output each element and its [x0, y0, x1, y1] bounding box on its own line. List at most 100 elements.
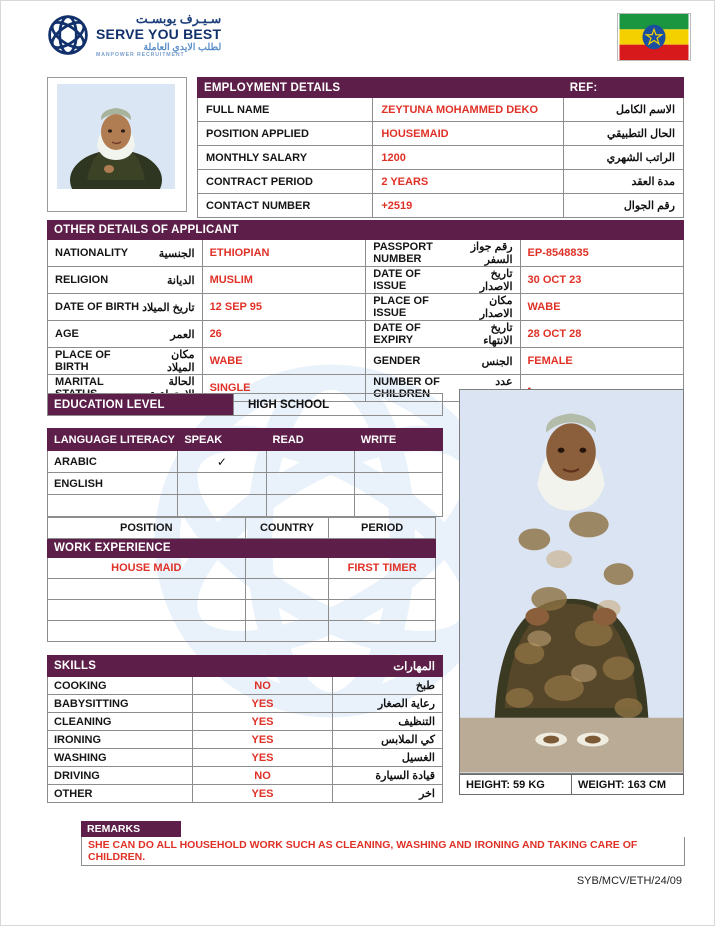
education-level-section: EDUCATION LEVEL HIGH SCHOOL [47, 393, 443, 416]
skill-name: DRIVING [47, 766, 193, 785]
language-write-checkbox[interactable] [353, 450, 444, 473]
company-name-arabic: سـيـرف يوبسـت [135, 12, 222, 26]
company-logo: سـيـرف يوبسـت SERVE YOU BEST لطلب الايدي… [45, 11, 221, 58]
other-value-right: 30 OCT 23 [519, 266, 685, 294]
other-label-right: GENDER [373, 355, 421, 367]
language-speak-checkbox[interactable]: ✓ [177, 450, 267, 473]
skill-name: WASHING [47, 748, 193, 767]
language-write-checkbox[interactable] [353, 494, 444, 517]
other-label-right: DATE OF ISSUE [373, 268, 421, 292]
table-row: BABYSITTING YES رعاية الصغار [47, 694, 443, 713]
table-row: COOKING NO طبخ [47, 676, 443, 695]
skill-value: YES [192, 712, 333, 731]
employment-details-section: EMPLOYMENT DETAILS REF: FULL NAME ZEYTUNA… [196, 77, 685, 218]
remarks-section: REMARKS SHE CAN DO ALL HOUSEHOLD WORK SU… [81, 821, 685, 866]
work-country [244, 620, 330, 642]
other-value-right: 28 OCT 28 [519, 320, 685, 348]
skill-value: YES [192, 694, 333, 713]
language-read-checkbox[interactable] [265, 472, 355, 495]
language-header-write: WRITE [353, 428, 444, 451]
table-row: DATE OF BIRTH تاريخ الميلاد 12 SEP 95 PLACE… [47, 293, 685, 321]
work-position [47, 578, 246, 600]
skill-name: IRONING [47, 730, 193, 749]
employment-label: MONTHLY SALARY [196, 145, 374, 170]
work-experience-title: WORK EXPERIENCE [47, 538, 246, 558]
skills-rows: COOKING NO طبخ BABYSITTING YES رعاية الصغار CL… [47, 676, 443, 803]
table-row: PLACE OF BIRTH مكان الميلاد WABE GENDER الجن… [47, 347, 685, 375]
other-key-left: PLACE OF BIRTH مكان الميلاد [47, 347, 203, 375]
height-value: HEIGHT: 59 KG [459, 774, 572, 795]
employment-title: EMPLOYMENT DETAILS [197, 77, 564, 98]
table-row [47, 599, 436, 621]
other-label-left-arabic: الجنسية [158, 247, 195, 260]
language-name: ENGLISH [46, 472, 179, 495]
language-speak-checkbox[interactable] [177, 472, 267, 495]
table-row: ENGLISH [46, 472, 444, 495]
employment-label-arabic: الراتب الشهري [562, 145, 685, 170]
language-write-checkbox[interactable] [353, 472, 444, 495]
other-key-left: DATE OF BIRTH تاريخ الميلاد [47, 293, 203, 321]
other-details-title: OTHER DETAILS OF APPLICANT [46, 220, 367, 240]
other-details-section: OTHER DETAILS OF APPLICANT NATIONALITY ال… [46, 220, 685, 402]
work-country [244, 578, 330, 600]
education-level-table: EDUCATION LEVEL HIGH SCHOOL [47, 393, 443, 416]
other-label-right: PLACE OF ISSUE [373, 295, 429, 319]
other-label-right: DATE OF EXPIRY [373, 322, 421, 346]
other-label-left-arabic: الديانة [167, 274, 195, 287]
employment-label-arabic: مدة العقد [562, 169, 685, 194]
table-row [47, 578, 436, 600]
work-period [328, 599, 436, 621]
work-header-period: PERIOD [328, 517, 436, 539]
employment-label: FULL NAME [196, 97, 374, 122]
work-header-position: POSITION [47, 517, 246, 539]
other-value-right: EP-8548835 [519, 239, 685, 267]
education-level-label: EDUCATION LEVEL [54, 398, 165, 411]
employment-label: CONTRACT PERIOD [196, 169, 374, 194]
skill-name-arabic: الغسيل [332, 748, 443, 767]
work-country [244, 557, 330, 579]
work-rows: HOUSE MAID FIRST TIMER [47, 557, 436, 642]
employment-header-row: EMPLOYMENT DETAILS REF: [197, 77, 685, 98]
education-level-label-cell: EDUCATION LEVEL [47, 393, 234, 416]
other-value-right: WABE [519, 293, 685, 321]
work-period [328, 620, 436, 642]
skill-name-arabic: طبخ [332, 676, 443, 695]
skill-name-arabic: اخر [332, 784, 443, 803]
other-details-table: OTHER DETAILS OF APPLICANT NATIONALITY ال… [46, 220, 685, 402]
portrait-image [57, 84, 175, 210]
employment-label-arabic: الاسم الكامل [562, 97, 685, 122]
skill-value: NO [192, 676, 333, 695]
employment-rows: FULL NAME ZEYTUNA MOHAMMED DEKO الاسم الكا… [196, 97, 685, 218]
work-period [328, 578, 436, 600]
remarks-text: SHE CAN DO ALL HOUSEHOLD WORK SUCH AS CL… [81, 837, 685, 866]
employment-label: CONTACT NUMBER [196, 193, 374, 218]
language-literacy-section: LANGUAGE LITERACY SPEAK READ WRITE ARABI… [46, 428, 444, 517]
employment-details-table: EMPLOYMENT DETAILS REF: FULL NAME ZEYTUNA… [196, 77, 685, 218]
other-details-rows: NATIONALITY الجنسية ETHIOPIAN PASSPORT NUMB… [47, 239, 685, 402]
employment-value: +2519 [372, 193, 564, 218]
other-label-left: DATE OF BIRTH [55, 301, 140, 313]
applicant-portrait-photo [47, 77, 187, 212]
language-speak-checkbox[interactable] [177, 494, 267, 517]
other-key-right: PASSPORT NUMBER رقم جواز السفر [365, 239, 521, 267]
table-row [46, 494, 444, 517]
skill-name-arabic: قيادة السيارة [332, 766, 443, 785]
skills-table: SKILLS المهارات COOKING NO طبخ BABYSITTING Y… [47, 655, 443, 803]
work-column-header-row: POSITION COUNTRY PERIOD [47, 517, 436, 539]
skill-name-arabic: رعاية الصغار [332, 694, 443, 713]
skill-name: COOKING [47, 676, 193, 695]
remarks-title: REMARKS [81, 821, 181, 837]
language-rows: ARABIC ✓ ENGLISH [46, 450, 444, 517]
language-read-checkbox[interactable] [265, 450, 355, 473]
other-label-left: AGE [55, 328, 79, 340]
other-label-left-arabic: مكان الميلاد [167, 349, 195, 374]
skill-name: OTHER [47, 784, 193, 803]
other-key-left: RELIGION الديانة [47, 266, 203, 294]
language-read-checkbox[interactable] [265, 494, 355, 517]
language-header-row: LANGUAGE LITERACY SPEAK READ WRITE [46, 428, 444, 451]
other-value-left: 12 SEP 95 [201, 293, 367, 321]
skills-title-arabic: المهارات [332, 655, 443, 677]
table-row: ARABIC ✓ [46, 450, 444, 473]
other-details-title-spacer [365, 220, 684, 240]
